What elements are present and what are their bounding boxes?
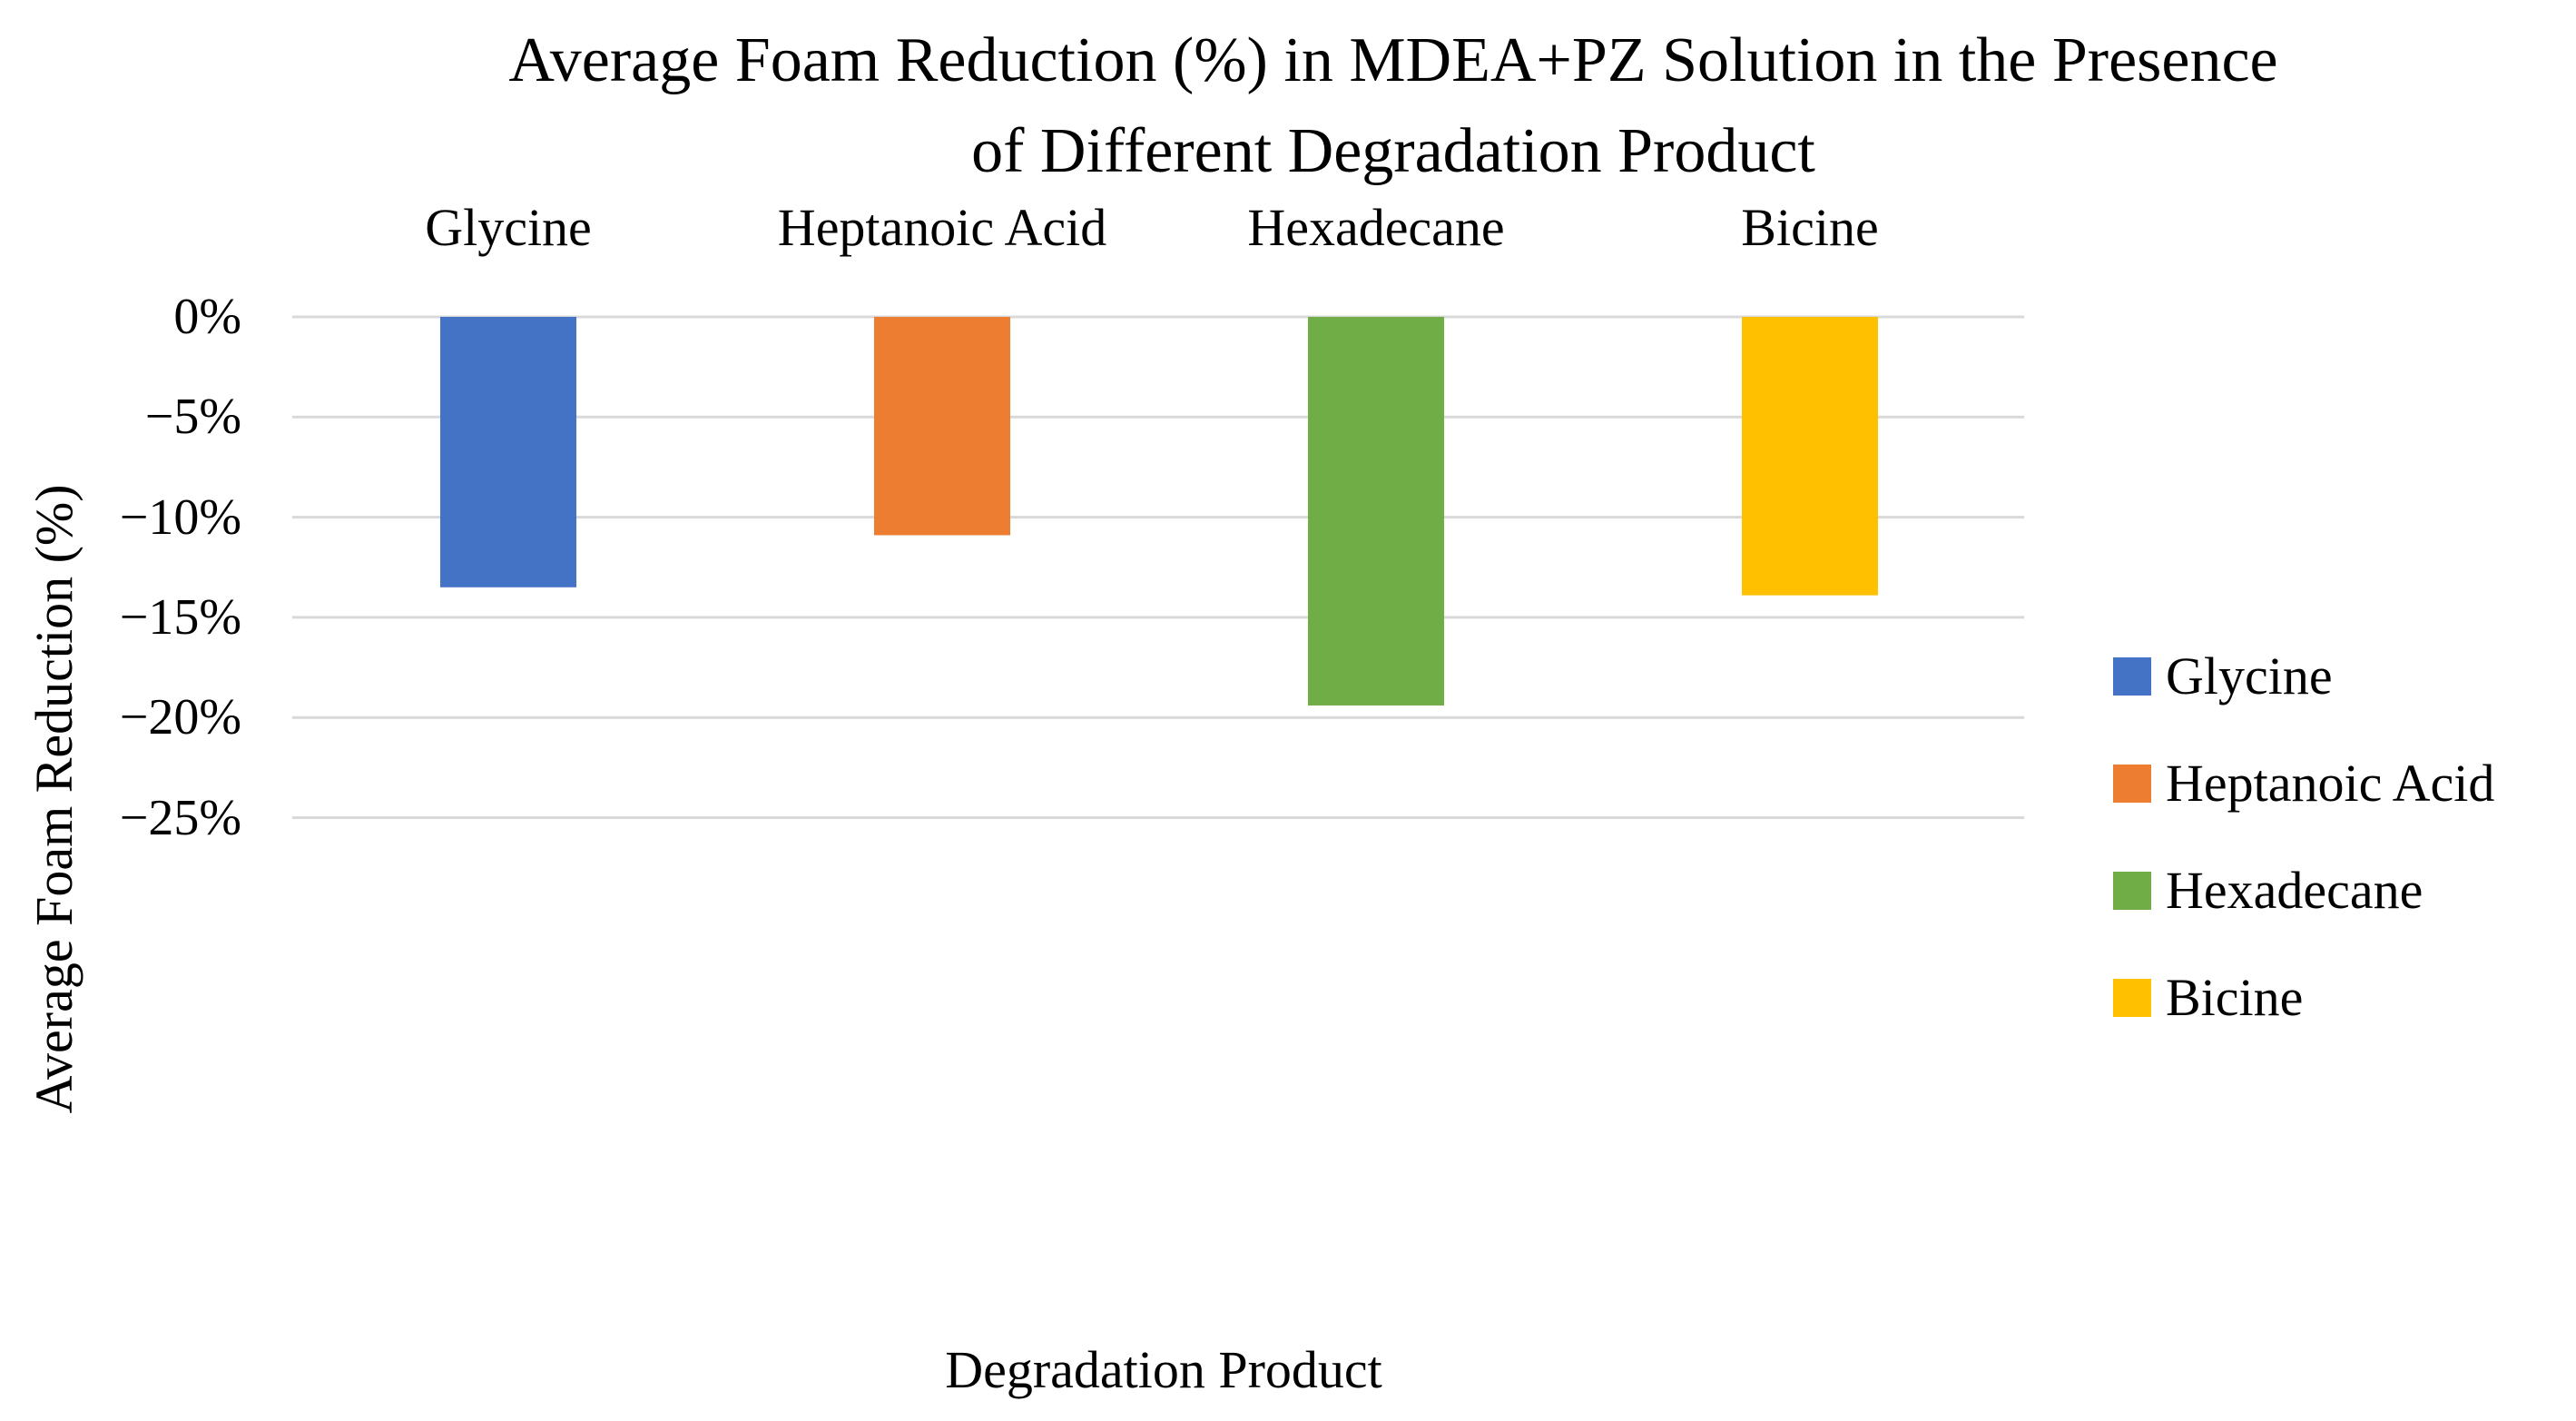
category-label: Glycine [425, 198, 592, 257]
chart-title-line-2: of Different Degradation Product [971, 116, 1815, 186]
bar-bicine [1742, 317, 1878, 596]
legend-label: Bicine [2166, 968, 2304, 1027]
y-tick-label: 0% [173, 289, 241, 345]
legend-swatch [2113, 657, 2151, 696]
legend-label: Heptanoic Acid [2166, 754, 2495, 813]
x-axis-label: Degradation Product [945, 1340, 1382, 1399]
y-axis-label: Average Foam Reduction (%) [25, 484, 84, 1114]
legend-item: Glycine [2113, 623, 2494, 730]
legend-swatch [2113, 765, 2151, 803]
legend-item: Hexadecane [2113, 837, 2494, 944]
legend: Glycine Heptanoic Acid Hexadecane Bicine [2113, 623, 2494, 1051]
legend-item: Bicine [2113, 944, 2494, 1051]
chart-title-line-1: Average Foam Reduction (%) in MDEA+PZ So… [508, 25, 2278, 95]
legend-swatch [2113, 872, 2151, 910]
bar-glycine [440, 317, 576, 587]
y-tick-label: −5% [144, 389, 241, 446]
legend-item: Heptanoic Acid [2113, 730, 2494, 837]
category-label: Hexadecane [1247, 198, 1505, 257]
bar-hexadecane [1308, 317, 1444, 706]
y-tick-label: −20% [119, 689, 241, 746]
y-tick-label: −15% [119, 588, 241, 646]
legend-label: Glycine [2166, 646, 2333, 706]
category-label: Heptanoic Acid [777, 198, 1107, 257]
legend-swatch [2113, 979, 2151, 1017]
y-tick-label: −10% [119, 488, 241, 546]
legend-label: Hexadecane [2166, 861, 2424, 920]
category-label: Bicine [1741, 198, 1879, 257]
bar-heptanoic-acid [874, 317, 1010, 536]
y-tick-label: −25% [119, 789, 241, 846]
